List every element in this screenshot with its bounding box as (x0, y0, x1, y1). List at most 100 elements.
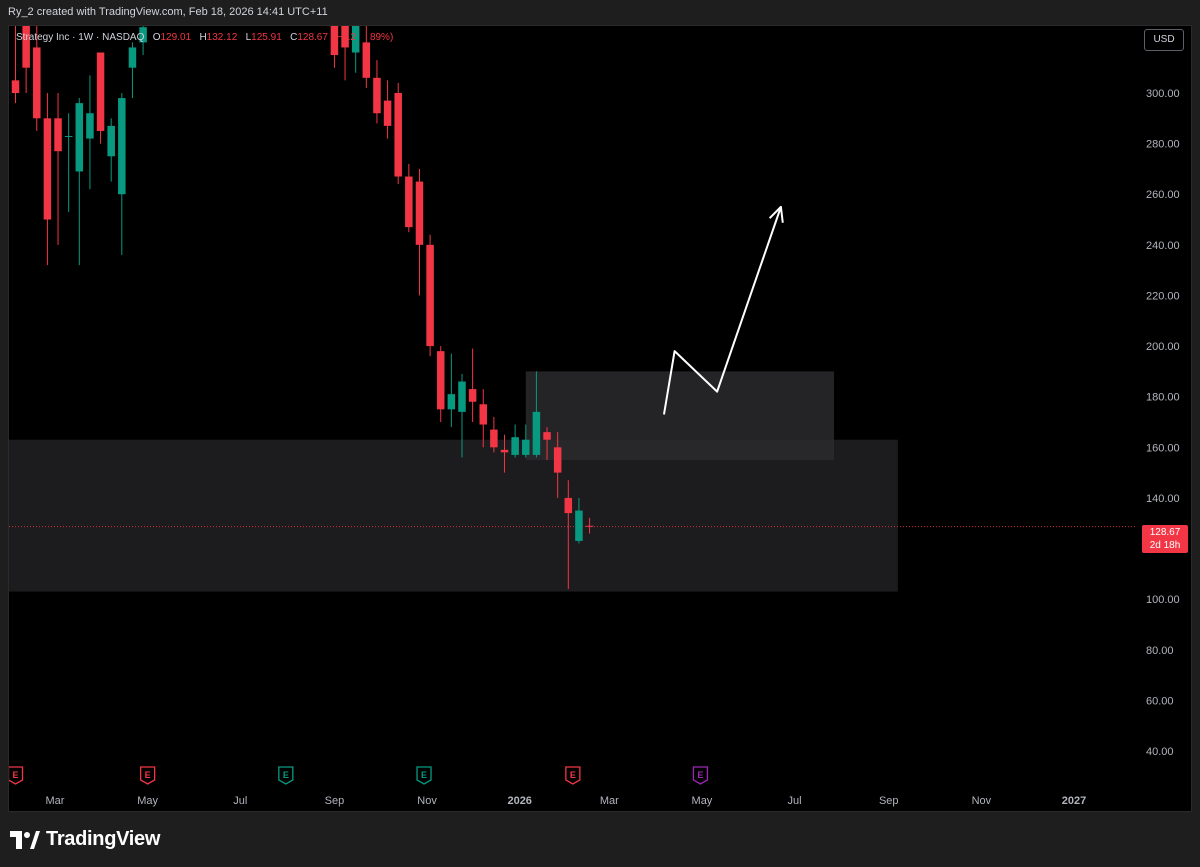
candle-body (394, 93, 402, 177)
earnings-marker-label: E (283, 770, 289, 780)
y-tick-label: 200.00 (1146, 341, 1180, 353)
candle (351, 26, 360, 73)
earnings-marker-icon[interactable]: E (565, 766, 581, 785)
candle (64, 113, 73, 212)
candle (522, 424, 530, 458)
y-tick-label: 240.00 (1146, 240, 1180, 252)
y-tick-label: 100.00 (1146, 594, 1180, 606)
candle (394, 82, 402, 185)
candle-body (373, 77, 381, 114)
x-tick-label: Sep (879, 795, 899, 807)
candle (511, 424, 519, 458)
y-tick-label: 80.00 (1146, 645, 1174, 657)
candle-body (543, 432, 551, 440)
tradingview-logo-icon (10, 830, 40, 849)
candle-body (43, 118, 52, 220)
candle (415, 168, 424, 296)
x-tick-label: Nov (972, 795, 992, 807)
candle (362, 26, 371, 88)
candle (33, 26, 41, 131)
candle (75, 98, 84, 266)
legend-open-value: 129.01 (160, 32, 192, 43)
legend-low-value: 125.91 (251, 32, 282, 43)
header-bar: Ry_2 created with TradingView.com, Feb 1… (0, 0, 1200, 25)
earnings-marker-label: E (145, 770, 151, 780)
candle (553, 432, 562, 498)
candle (330, 26, 339, 68)
candle-body (64, 136, 73, 138)
earnings-marker-shape (278, 766, 294, 785)
candle (500, 434, 509, 473)
candle-body (107, 125, 115, 157)
candle-body (118, 98, 126, 195)
candle (383, 80, 392, 139)
candlestick-chart[interactable]: 300.00 280.00 260.00 240.00 220.00 200.00 180.… (9, 26, 1193, 813)
x-tick-label: Jul (233, 795, 247, 807)
chart-pane[interactable]: 300.00 280.00 260.00 240.00 220.00 200.00 180.… (8, 25, 1192, 812)
earnings-marker-icon[interactable]: E (278, 766, 294, 785)
legend-high-value: 132.12 (206, 32, 238, 43)
candle-body (585, 525, 594, 527)
last-price-value: 128.67 (1149, 527, 1181, 538)
candle (86, 75, 94, 190)
legend-change-value: −5.2 (336, 32, 357, 43)
candle (490, 416, 498, 453)
candle (96, 52, 105, 144)
tradingview-logo-text: TradingView (46, 828, 161, 850)
y-tick-label: 140.00 (1146, 493, 1180, 505)
candle-body (351, 26, 360, 53)
x-tick-label: Jul (788, 795, 802, 807)
candle (107, 118, 115, 182)
x-tick-label: 2027 (1062, 795, 1086, 807)
earnings-marker-shape (139, 766, 156, 785)
candle-body (86, 113, 94, 139)
projection-arrowhead (768, 205, 784, 223)
candle-body (405, 176, 413, 228)
earnings-marker-label: E (697, 770, 703, 780)
candle (22, 26, 30, 93)
candle-body (426, 244, 434, 347)
last-price-tag: 128.67 2d 18h (1142, 525, 1188, 553)
candle-body (522, 439, 530, 455)
bar-countdown: 2d 18h (1149, 540, 1181, 551)
legend-symbol[interactable]: Strategy Inc · 1W · NASDAQ (16, 32, 145, 43)
earnings-marker-label: E (13, 770, 19, 780)
zone-box-0 (9, 439, 898, 592)
candle (479, 389, 488, 448)
y-tick-label: 160.00 (1146, 442, 1180, 454)
candle (118, 93, 126, 255)
zone-box-1 (525, 371, 835, 460)
candle-body (33, 47, 41, 119)
y-tick-label: 60.00 (1146, 695, 1174, 707)
earnings-marker-icon[interactable]: E (139, 766, 156, 785)
x-tick-label: Sep (325, 795, 345, 807)
candle (532, 371, 541, 458)
candle-body (11, 80, 20, 93)
candle (543, 427, 551, 460)
earnings-marker-shape (416, 766, 432, 785)
candle (436, 346, 445, 422)
earnings-marker-label: E (421, 770, 427, 780)
earnings-marker-icon[interactable]: E (416, 766, 432, 785)
candle-body (341, 26, 349, 48)
legend-change-pct: 89%) (369, 32, 394, 43)
earnings-marker-icon[interactable]: E (692, 766, 709, 785)
earnings-marker-icon[interactable]: E (9, 766, 24, 785)
candle (341, 26, 349, 81)
legend-close-value: 128.67 (297, 32, 328, 43)
x-tick-label: May (137, 795, 158, 807)
earnings-marker-shape (565, 766, 581, 785)
candle-body (96, 52, 105, 131)
candle-body (490, 429, 498, 448)
candle (405, 163, 413, 233)
candle-body (447, 394, 456, 410)
earnings-marker-label: E (570, 770, 576, 780)
projection-path (662, 206, 782, 415)
candle-body (383, 100, 392, 126)
candle-body (511, 437, 519, 455)
tradingview-logo[interactable]: TradingView (10, 828, 160, 851)
x-tick-label: May (692, 795, 713, 807)
x-tick-label: 2026 (507, 795, 531, 807)
currency-button[interactable]: USD (1144, 29, 1184, 51)
y-tick-label: 220.00 (1146, 290, 1180, 302)
